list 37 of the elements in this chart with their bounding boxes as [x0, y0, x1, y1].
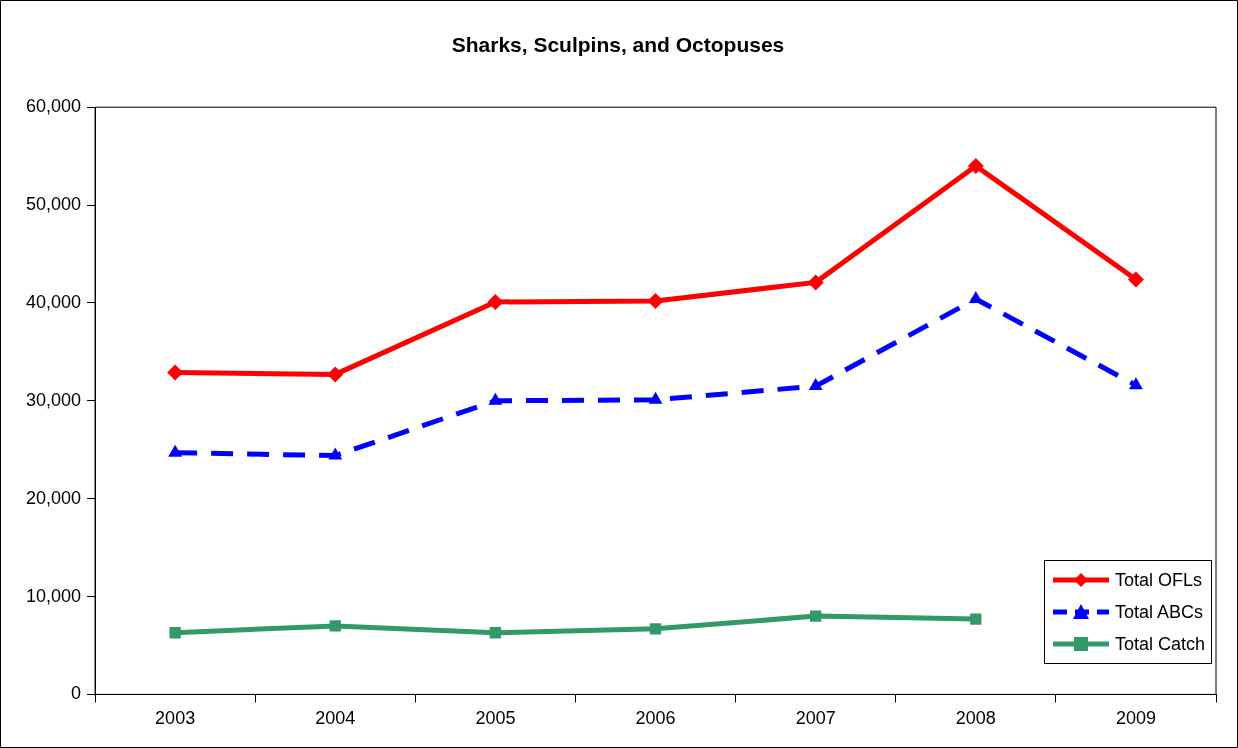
chart-title: Sharks, Sculpins, and Octopuses	[451, 33, 785, 57]
point	[487, 293, 504, 310]
legend-label: Total OFLs	[1114, 569, 1202, 591]
point	[807, 274, 824, 291]
point	[1129, 377, 1143, 390]
x-tick-label: 2009	[1115, 708, 1156, 729]
point	[970, 613, 982, 625]
x-tick-label: 2008	[955, 708, 996, 729]
point	[169, 627, 181, 639]
point	[329, 620, 341, 632]
y-tick-label: 30,000	[25, 389, 82, 410]
x-tick-label: 2005	[475, 708, 516, 729]
y-tick-label: 40,000	[25, 291, 82, 312]
y-tick-label: 20,000	[25, 487, 82, 508]
point	[488, 392, 503, 405]
point	[648, 391, 663, 404]
x-tick-label: 2003	[155, 708, 196, 729]
point	[168, 444, 183, 457]
point	[1127, 271, 1144, 288]
point	[967, 157, 984, 174]
legend-label: Total ABCs	[1114, 601, 1203, 623]
point	[810, 610, 822, 622]
point	[808, 378, 823, 391]
point	[489, 627, 502, 639]
y-tick-label: 0	[71, 683, 82, 704]
point	[647, 292, 664, 309]
point	[328, 447, 343, 460]
point	[649, 623, 662, 635]
point	[327, 366, 344, 383]
y-tick-label: 50,000	[25, 194, 82, 215]
x-tick-label: 2004	[315, 708, 356, 729]
x-tick-label: 2007	[795, 708, 836, 729]
x-tick-label: 2006	[635, 708, 676, 729]
y-tick-label: 60,000	[25, 96, 82, 117]
point	[968, 291, 983, 304]
legend-label: Total Catch	[1114, 633, 1205, 655]
y-tick-label: 10,000	[25, 585, 82, 606]
